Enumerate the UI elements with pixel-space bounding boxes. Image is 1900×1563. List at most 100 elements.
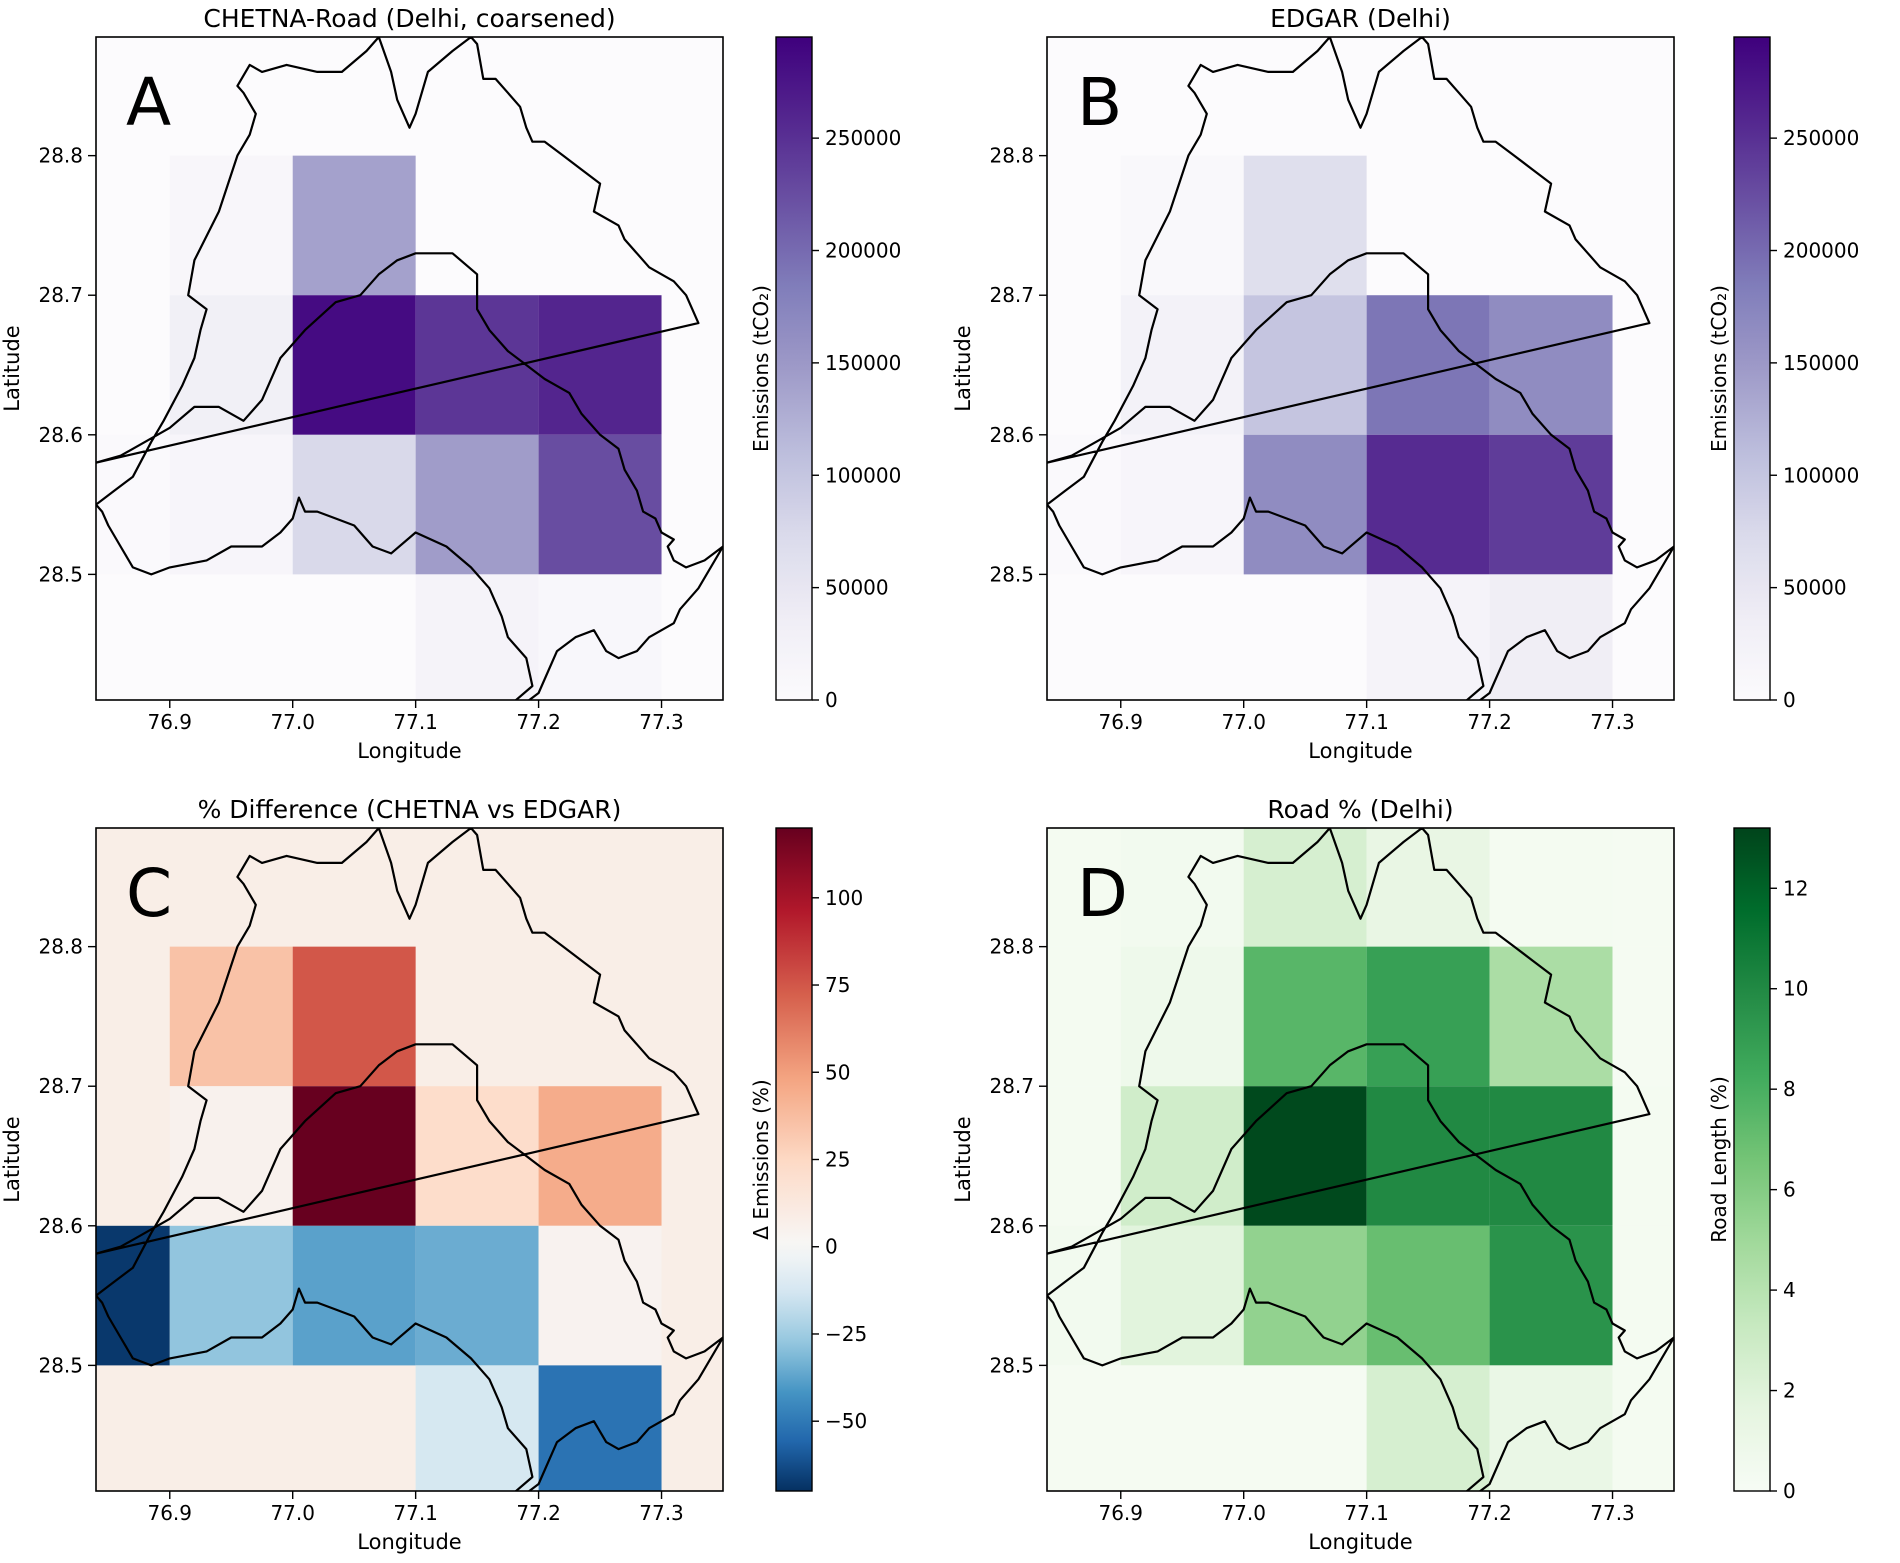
colorbar: [1733, 36, 1771, 701]
heatmap-cell: [1047, 828, 1121, 947]
heatmap-cell: [169, 1225, 293, 1366]
heatmap-cell: [1243, 1365, 1367, 1491]
colorbar: [775, 827, 813, 1492]
heatmap-cell: [1243, 434, 1367, 575]
y-tick-label: 28.7: [989, 1074, 1034, 1098]
heatmap-cell: [169, 155, 293, 296]
heatmap-cell: [292, 946, 416, 1087]
heatmap-cell: [538, 574, 662, 700]
colorbar-tick-label: 50000: [1783, 576, 1847, 600]
x-tick-label: 76.9: [1098, 710, 1143, 734]
colorbar-tick-label: 4: [1783, 1278, 1796, 1302]
panel-label: A: [126, 64, 171, 141]
heatmap-cell: [169, 946, 293, 1087]
colorbar-tick-label: 150000: [1783, 351, 1859, 375]
heatmap-cell: [538, 1086, 662, 1226]
y-tick-label: 28.5: [989, 562, 1034, 586]
heatmap-cell: [1047, 946, 1121, 1087]
colorbar-tick-label: 0: [825, 688, 838, 712]
panel-d: 76.9 77.0 77.1 77.2 77.3 28.5 28.6 28.7 28.8 Long…: [951, 795, 1808, 1554]
colorbar-label: Road Length (%): [1707, 1076, 1731, 1243]
heatmap-cell: [1366, 1225, 1490, 1366]
colorbar-tick-label: 100: [825, 886, 863, 910]
x-axis-label: Longitude: [1308, 1530, 1412, 1554]
plot-frame: [1046, 36, 1675, 701]
colorbar: [1733, 827, 1771, 1492]
heatmap-cells: [1047, 828, 1674, 1491]
y-tick-label: 28.7: [38, 283, 83, 307]
chart-title: CHETNA-Road (Delhi, coarsened): [203, 4, 615, 33]
heatmap-cell: [1243, 946, 1367, 1087]
heatmap-cell: [1120, 434, 1244, 575]
y-axis-label: Latitude: [0, 325, 24, 411]
x-tick-label: 77.3: [1590, 710, 1635, 734]
colorbar-label: Δ Emissions (%): [749, 1079, 773, 1239]
heatmap-cell: [1120, 155, 1244, 296]
x-tick-label: 76.9: [147, 1501, 192, 1525]
heatmap-cell: [1120, 1225, 1244, 1366]
x-tick-label: 76.9: [147, 710, 192, 734]
x-axis-label: Longitude: [1308, 739, 1412, 763]
heatmap-cell: [1243, 155, 1367, 296]
colorbar-tick-label: 50000: [825, 576, 889, 600]
colorbar-tick-label: 150000: [825, 351, 901, 375]
chart-title: % Difference (CHETNA vs EDGAR): [198, 795, 622, 824]
heatmap-cell: [1489, 1086, 1613, 1226]
colorbar-tick-label: 50: [825, 1060, 850, 1084]
y-axis-label: Latitude: [0, 1116, 24, 1202]
colorbar-tick-label: 10: [1783, 977, 1808, 1001]
x-tick-label: 77.1: [1344, 1501, 1389, 1525]
y-tick-label: 28.8: [38, 935, 83, 959]
x-axis-label: Longitude: [357, 1530, 461, 1554]
colorbar-tick-label: 2: [1783, 1379, 1796, 1403]
heatmap-cell: [1612, 946, 1674, 1087]
x-tick-label: 77.1: [1344, 710, 1389, 734]
heatmap-cell: [538, 1225, 662, 1366]
heatmap-cell: [96, 434, 170, 575]
colorbar-tick-label: 25: [825, 1148, 850, 1172]
heatmap-cell: [1243, 828, 1367, 947]
heatmap-cell: [1120, 946, 1244, 1087]
colorbar-tick-label: 12: [1783, 876, 1808, 900]
heatmap-cell: [1366, 946, 1490, 1087]
delhi-boundary: [96, 37, 723, 700]
x-tick-label: 77.2: [1467, 710, 1512, 734]
heatmap-cell: [538, 295, 662, 435]
heatmap-cell: [1489, 946, 1613, 1087]
y-tick-label: 28.6: [38, 1214, 83, 1238]
plot-frame: [1046, 827, 1675, 1492]
heatmap-cell: [169, 434, 293, 575]
heatmap-cell: [1366, 434, 1490, 575]
colorbar-tick-label: 6: [1783, 1178, 1796, 1202]
heatmap-cell: [1047, 434, 1121, 575]
colorbar-tick-label: 8: [1783, 1077, 1796, 1101]
heatmap-cell: [1489, 295, 1613, 435]
colorbar-tick-label: 0: [1783, 688, 1796, 712]
heatmap-cell: [415, 434, 539, 575]
heatmap-cell: [1047, 1225, 1121, 1366]
x-tick-label: 77.0: [270, 1501, 315, 1525]
heatmap-cell: [1047, 1365, 1121, 1491]
heatmap-cell: [1489, 1225, 1613, 1366]
x-tick-label: 77.0: [1221, 710, 1266, 734]
heatmap-cell: [1612, 1225, 1674, 1366]
colorbar-tick-label: 250000: [1783, 126, 1859, 150]
x-tick-label: 77.3: [1590, 1501, 1635, 1525]
colorbar-tick-label: −25: [825, 1322, 867, 1346]
heatmap-cell: [1489, 1365, 1613, 1491]
colorbar-label: Emissions (tCO₂): [1707, 285, 1731, 452]
heatmap-cell: [96, 1225, 170, 1366]
heatmap-cell: [292, 155, 416, 296]
heatmap-cell: [415, 1225, 539, 1366]
x-tick-label: 77.2: [516, 710, 561, 734]
colorbar-tick-label: 100000: [825, 463, 901, 487]
heatmap-cell: [1120, 828, 1244, 947]
y-tick-label: 28.7: [989, 283, 1034, 307]
heatmap-cell: [1489, 574, 1613, 700]
y-tick-label: 28.5: [38, 1353, 83, 1377]
y-axis-label: Latitude: [951, 1116, 975, 1202]
heatmap-cell: [415, 574, 539, 700]
x-axis-label: Longitude: [357, 739, 461, 763]
heatmap-cell: [1243, 1225, 1367, 1366]
